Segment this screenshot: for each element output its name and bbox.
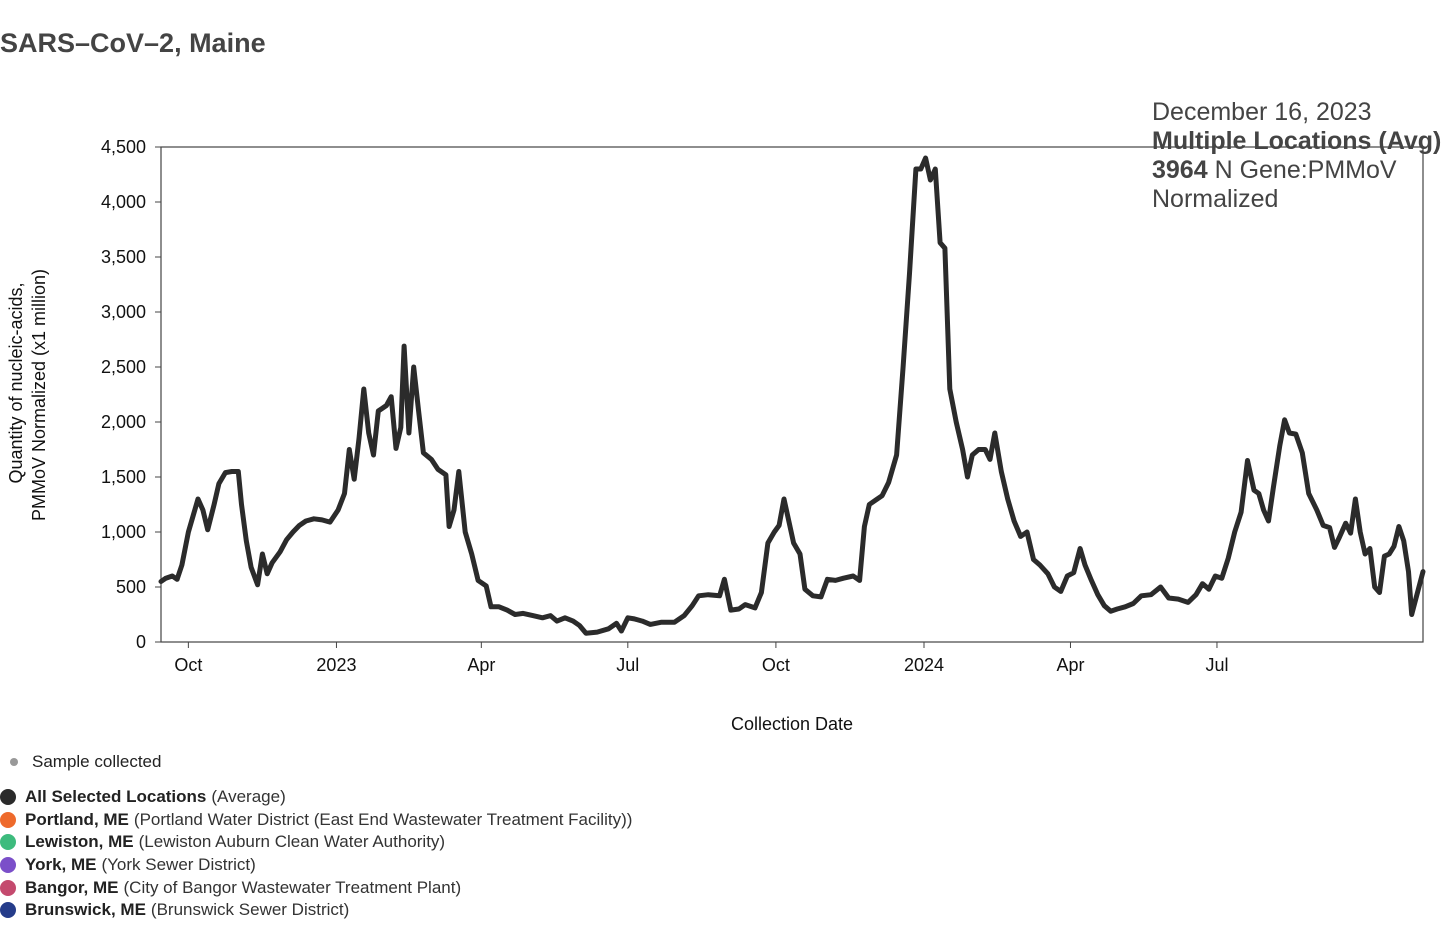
- tooltip-value: 3964: [1152, 156, 1208, 184]
- legend-location-name: Lewiston, ME: [25, 832, 134, 852]
- y-tick-label: 4,000: [101, 192, 146, 212]
- series-line-0[interactable]: [158, 155, 1426, 636]
- y-tick-label: 1,000: [101, 522, 146, 542]
- x-tick-label: Apr: [1056, 655, 1084, 675]
- y-axis-title-line2: PMMoV Normalized (x1 million): [29, 269, 49, 521]
- tooltip-date: December 16, 2023: [1152, 98, 1372, 126]
- legend-location-name: All Selected Locations: [25, 787, 207, 807]
- legend-location-name: Portland, ME: [25, 809, 129, 829]
- legend-location-detail: (Brunswick Sewer District): [150, 900, 350, 920]
- x-axis: Oct 2023 Apr Jul Oct 2024 Apr Jul: [174, 642, 1228, 675]
- x-tick-label: Jul: [616, 655, 639, 675]
- legend-color-dot-icon: [0, 789, 16, 806]
- legend-location-item[interactable]: All Selected Locations (Average): [0, 786, 632, 809]
- chart-title: SARS–CoV–2, Maine: [0, 28, 266, 58]
- legend-color-dot-icon: [0, 857, 16, 874]
- legend-sample-item: Sample collected: [0, 750, 632, 774]
- chart-canvas: 0 500 1,000 1,500 2,000 2,500 3,000 3,500 4,000 4…: [6, 137, 1426, 734]
- legend-location-item[interactable]: Portland, ME (Portland Water District (Ea…: [0, 809, 632, 832]
- legend-location-name: York, ME: [25, 855, 97, 875]
- y-tick-label: 3,000: [101, 302, 146, 322]
- x-tick-label: Oct: [762, 655, 790, 675]
- y-tick-label: 2,500: [101, 357, 146, 377]
- y-tick-label: 3,500: [101, 247, 146, 267]
- x-tick-label: 2024: [904, 655, 944, 675]
- legend-location-item[interactable]: York, ME (York Sewer District): [0, 854, 632, 877]
- x-tick-label: Oct: [174, 655, 202, 675]
- y-tick-label: 0: [136, 632, 146, 652]
- y-axis: 0 500 1,000 1,500 2,000 2,500 3,000 3,500 4,000 4…: [101, 137, 161, 652]
- legend: Sample collected All Selected Locations(…: [0, 750, 632, 922]
- x-tick-label: 2023: [316, 655, 356, 675]
- y-axis-title-line1: Quantity of nucleic-acids,: [6, 282, 26, 483]
- y-tick-label: 1,500: [101, 467, 146, 487]
- sample-dot-icon: [10, 758, 18, 766]
- legend-location-list: All Selected Locations (Average) Portland,…: [0, 786, 632, 922]
- legend-color-dot-icon: [0, 902, 16, 919]
- series-layer: [158, 155, 1426, 636]
- tooltip-location: Multiple Locations (Avg): [1152, 127, 1442, 155]
- y-tick-label: 500: [116, 577, 146, 597]
- y-tick-label: 4,500: [101, 137, 146, 157]
- legend-color-dot-icon: [0, 811, 16, 828]
- x-axis-title: Collection Date: [731, 714, 853, 734]
- y-tick-label: 2,000: [101, 412, 146, 432]
- x-tick-label: Apr: [467, 655, 495, 675]
- legend-location-detail: (Average): [211, 787, 286, 807]
- legend-location-item[interactable]: Brunswick, ME (Brunswick Sewer District): [0, 899, 632, 922]
- legend-location-detail: (York Sewer District): [101, 855, 256, 875]
- plot-area[interactable]: [160, 146, 1424, 643]
- tooltip-value-line: 3964 N Gene:PMMoV: [1152, 156, 1441, 185]
- legend-location-item[interactable]: Bangor, ME (City of Bangor Wastewater Tre…: [0, 876, 632, 899]
- legend-color-dot-icon: [0, 834, 16, 851]
- tooltip-measure: N Gene:PMMoV: [1214, 156, 1397, 184]
- hover-tooltip: December 16, 2023 Multiple Locations (Av…: [1152, 98, 1441, 214]
- legend-location-detail: (Portland Water District (East End Waste…: [133, 809, 633, 829]
- legend-location-name: Bangor, ME: [25, 877, 119, 897]
- legend-color-dot-icon: [0, 879, 16, 896]
- legend-location-item[interactable]: Lewiston, ME (Lewiston Auburn Clean Water…: [0, 831, 632, 854]
- x-tick-label: Jul: [1205, 655, 1228, 675]
- legend-location-detail: (City of Bangor Wastewater Treatment Pla…: [123, 877, 462, 897]
- legend-sample-label: Sample collected: [32, 752, 162, 771]
- legend-location-name: Brunswick, ME: [25, 900, 146, 920]
- legend-location-detail: (Lewiston Auburn Clean Water Authority): [138, 832, 446, 852]
- tooltip-measure-line2: Normalized: [1152, 185, 1279, 213]
